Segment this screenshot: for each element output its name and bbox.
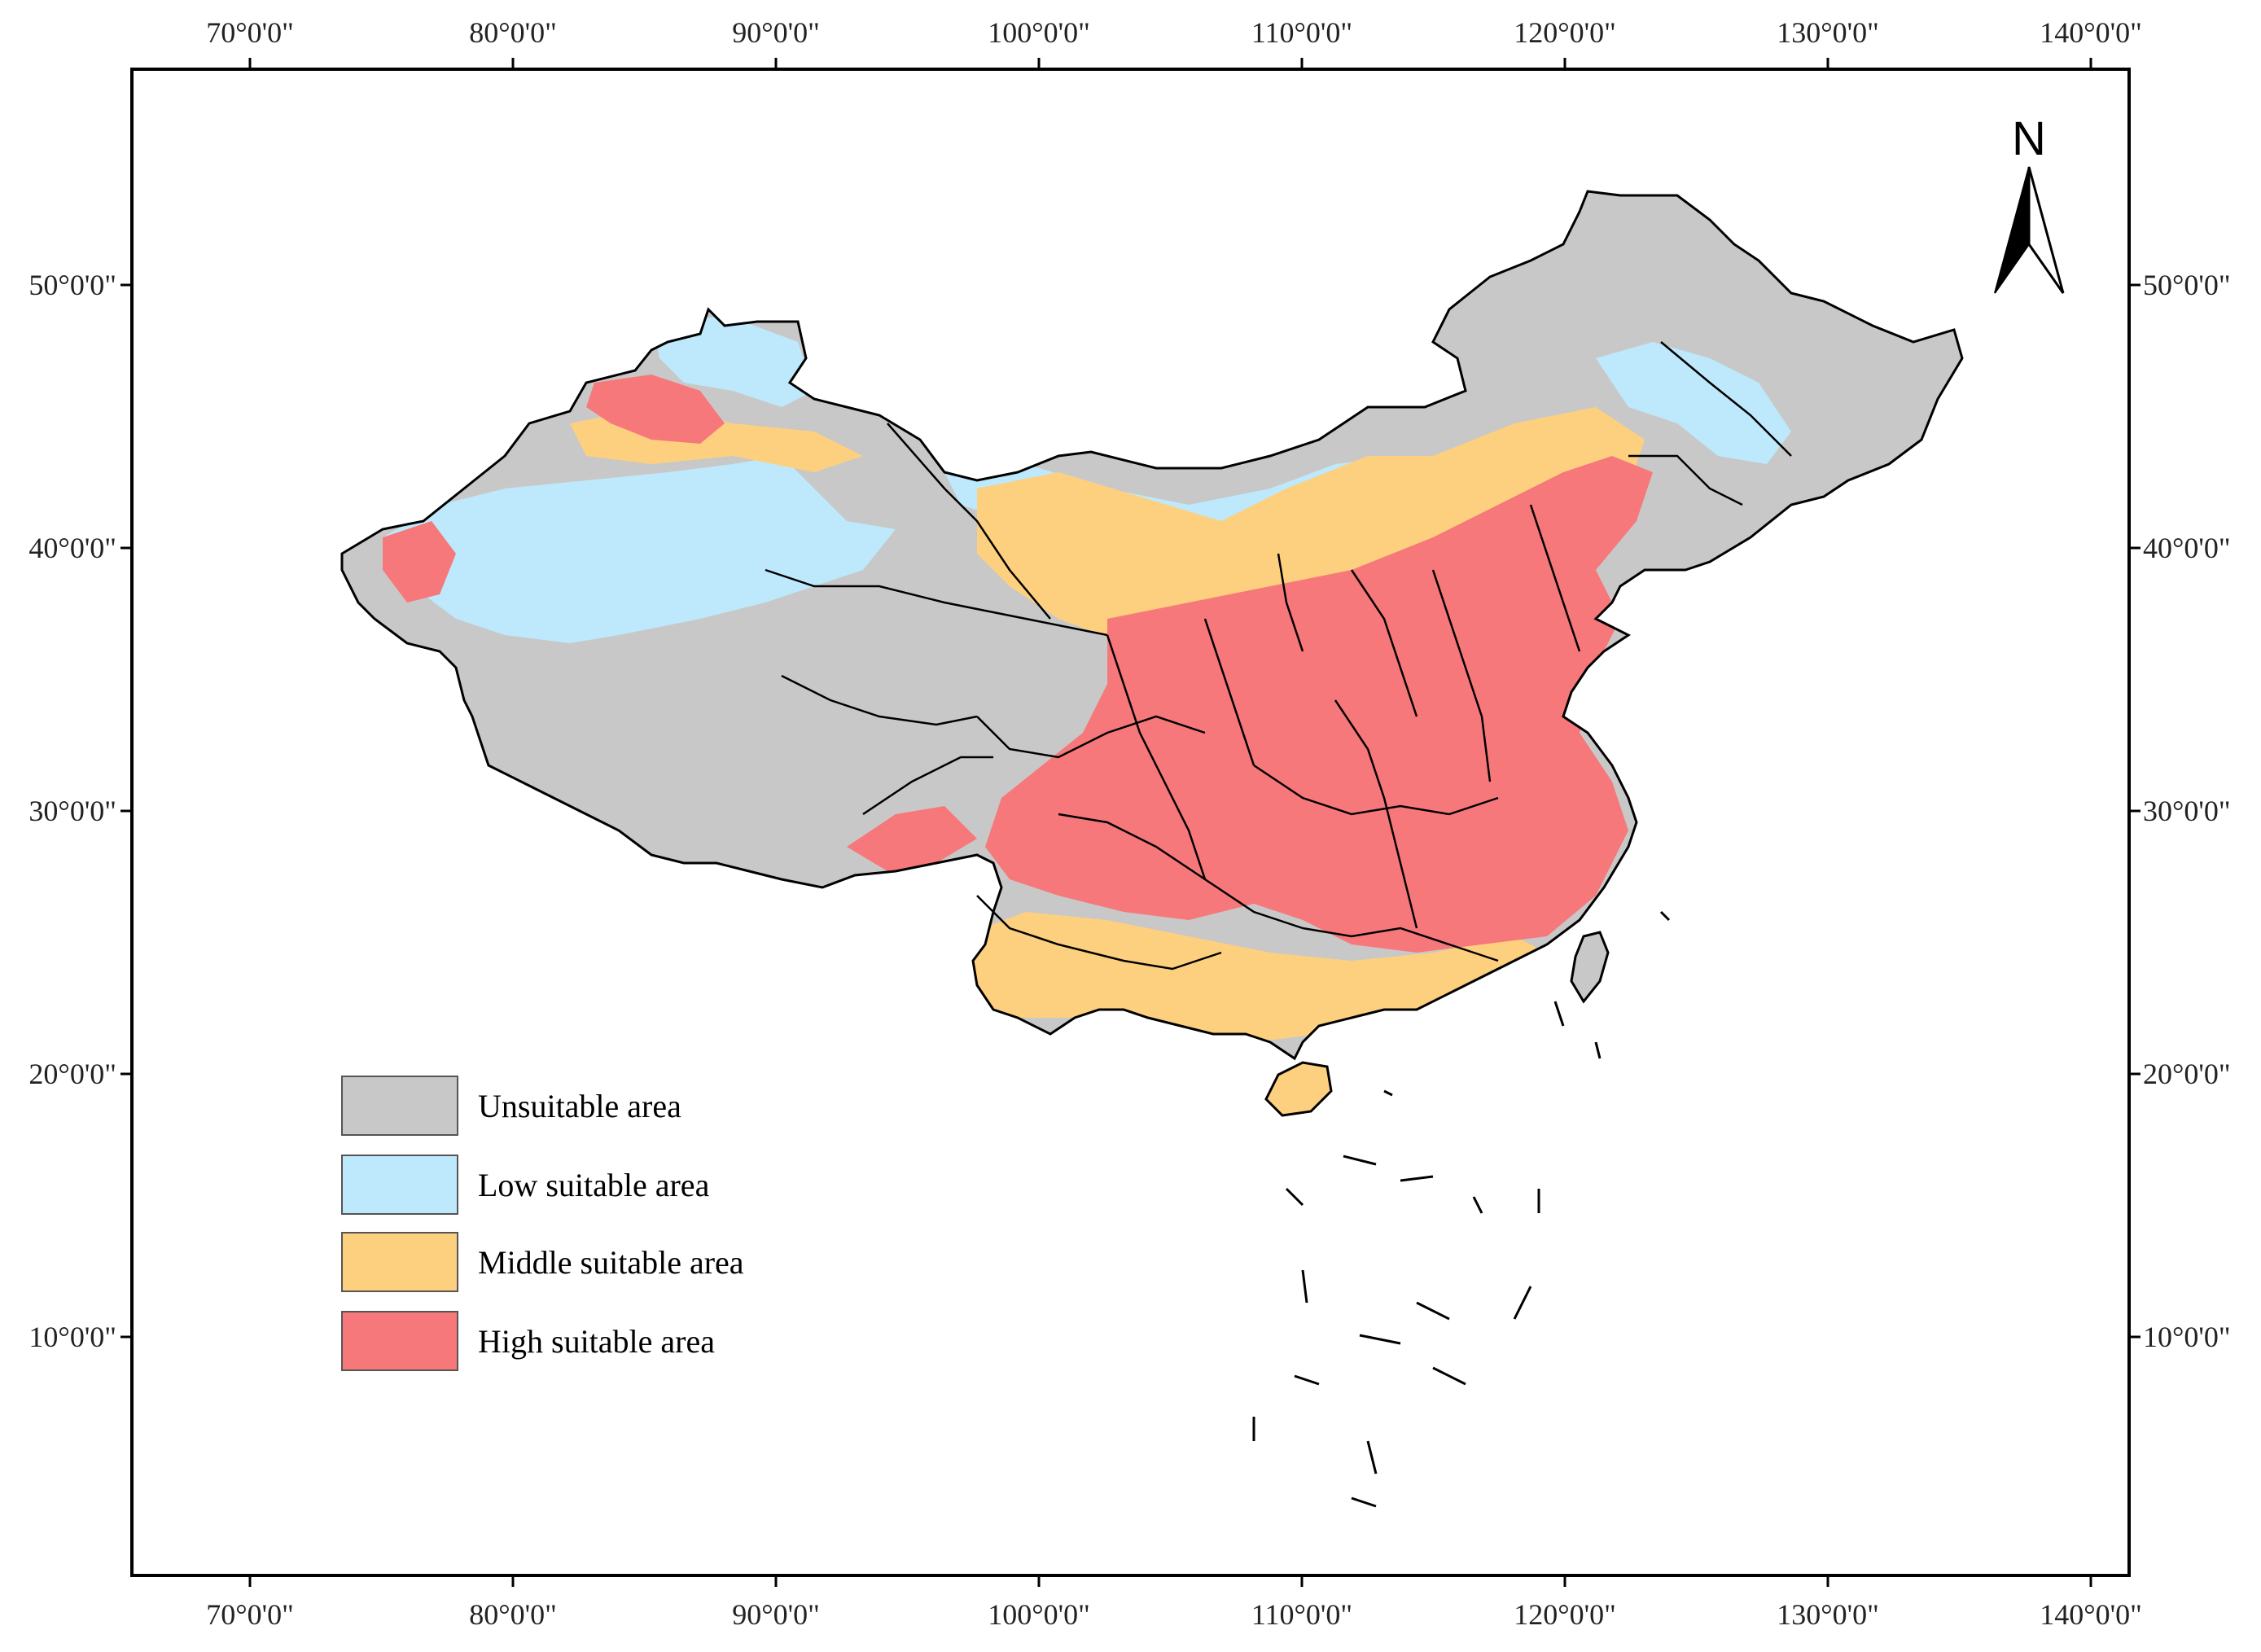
- x-tick-label-top: 100°0'0": [988, 16, 1090, 49]
- low-suitable-zone-north: [651, 318, 814, 407]
- y-tick-labels-left: 50°0'0" 40°0'0" 30°0'0" 20°0'0" 10°0'0": [28, 269, 116, 1353]
- low-suitable-zone-xinjiang: [383, 456, 896, 643]
- x-tick-label-bottom: 100°0'0": [988, 1598, 1090, 1631]
- x-tick-label-top: 140°0'0": [2040, 16, 2142, 49]
- y-tick-label-left: 50°0'0": [28, 269, 116, 301]
- y-tick-marks-right: [2129, 283, 2141, 1339]
- y-tick-marks-left: [120, 283, 132, 1339]
- x-tick-label-top: 120°0'0": [1514, 16, 1616, 49]
- x-tick-marks-bottom: [248, 1575, 2092, 1587]
- x-tick-label-top: 80°0'0": [469, 16, 557, 49]
- x-tick-label-bottom: 90°0'0": [732, 1598, 820, 1631]
- south-sea-islands: [1252, 910, 1671, 1508]
- x-tick-label-top: 110°0'0": [1251, 16, 1352, 49]
- x-tick-label-top: 130°0'0": [1777, 16, 1879, 49]
- legend-swatch: [341, 1232, 458, 1292]
- x-tick-label-top: 70°0'0": [206, 16, 294, 49]
- x-tick-labels-top: 70°0'0" 80°0'0" 90°0'0" 100°0'0" 110°0'0" 120…: [206, 16, 2142, 49]
- legend-label: Unsuitable area: [478, 1088, 681, 1124]
- middle-patch-yunnan: [973, 936, 1058, 1010]
- legend: Unsuitable area Low suitable area Middle s…: [341, 1076, 744, 1371]
- middle-suitable-zone-hainan: [1254, 1058, 1352, 1115]
- y-tick-labels-right: 50°0'0" 40°0'0" 30°0'0" 20°0'0" 10°0'0": [2143, 269, 2231, 1353]
- legend-swatch: [341, 1076, 458, 1136]
- high-suitable-zone-tibet-south: [847, 806, 977, 871]
- x-tick-label-top: 90°0'0": [732, 16, 820, 49]
- north-label: N: [2012, 112, 2046, 165]
- y-tick-label-left: 10°0'0": [28, 1321, 116, 1353]
- province-borders: [765, 341, 1792, 971]
- x-tick-marks-top: [248, 58, 2092, 69]
- x-tick-label-bottom: 130°0'0": [1777, 1598, 1879, 1631]
- y-tick-label-left: 30°0'0": [28, 795, 116, 827]
- x-tick-label-bottom: 120°0'0": [1514, 1598, 1616, 1631]
- y-tick-label-right: 30°0'0": [2143, 795, 2231, 827]
- low-suitable-zone-manchuria: [1596, 342, 1791, 464]
- middle-suitable-zone-north: [977, 407, 1645, 651]
- y-tick-label-left: 20°0'0": [28, 1058, 116, 1090]
- legend-label: Low suitable area: [478, 1167, 710, 1203]
- legend-label: High suitable area: [478, 1323, 715, 1360]
- y-tick-label-left: 40°0'0": [28, 532, 116, 564]
- high-suitable-zone-xinjiang-north: [586, 375, 725, 444]
- x-tick-label-bottom: 70°0'0": [206, 1598, 294, 1631]
- legend-swatch: [341, 1311, 458, 1371]
- x-tick-label-bottom: 110°0'0": [1251, 1598, 1352, 1631]
- x-tick-label-bottom: 140°0'0": [2040, 1598, 2142, 1631]
- high-suitable-zone-xinjiang-west: [383, 521, 456, 603]
- legend-label: Middle suitable area: [478, 1244, 744, 1281]
- y-tick-label-right: 10°0'0": [2143, 1321, 2231, 1353]
- y-tick-label-right: 50°0'0": [2143, 269, 2231, 301]
- north-arrow-right-half: [2027, 166, 2065, 294]
- high-suitable-zone-east: [985, 456, 1653, 953]
- y-tick-label-right: 40°0'0": [2143, 532, 2231, 564]
- north-arrow: N: [1994, 112, 2065, 294]
- y-tick-label-right: 20°0'0": [2143, 1058, 2231, 1090]
- legend-swatch: [341, 1155, 458, 1215]
- x-tick-labels-bottom: 70°0'0" 80°0'0" 90°0'0" 100°0'0" 110°0'0" 120…: [206, 1598, 2142, 1631]
- x-tick-label-bottom: 80°0'0": [469, 1598, 557, 1631]
